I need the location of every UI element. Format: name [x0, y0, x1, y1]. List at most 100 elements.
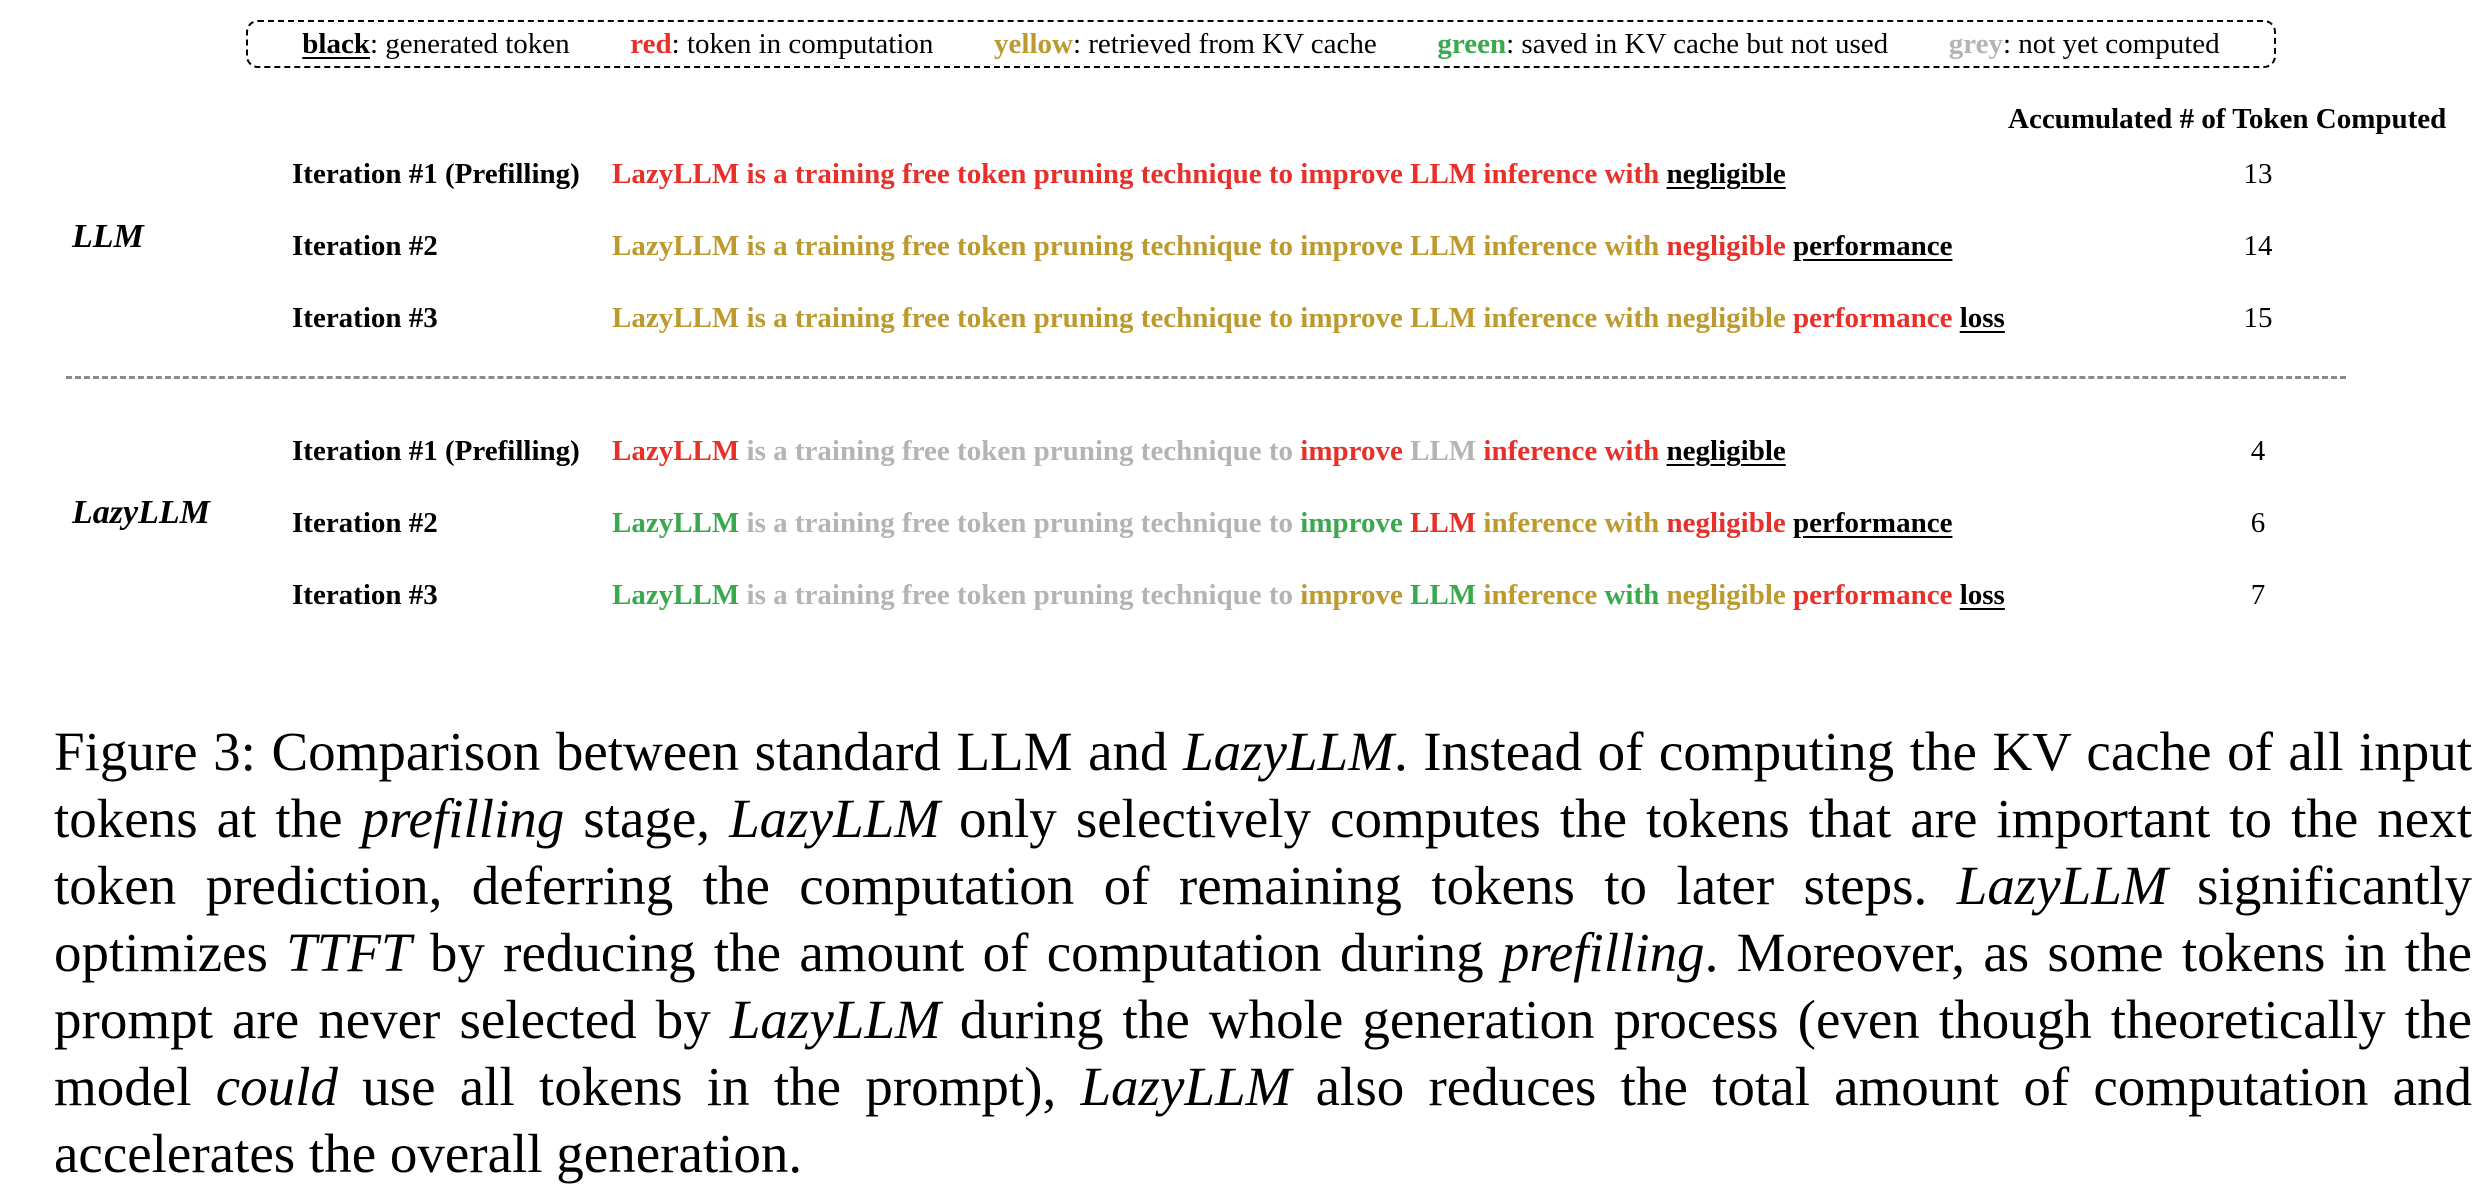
legend-desc: : saved in KV cache but not used: [1506, 27, 1889, 60]
token: token: [957, 302, 1027, 334]
token: to: [1268, 302, 1294, 334]
legend-key: green: [1437, 27, 1507, 60]
token: is: [746, 435, 766, 467]
token: LLM: [1410, 230, 1477, 262]
token: LazyLLM: [612, 579, 740, 611]
token: performance: [1793, 507, 1953, 539]
token: negligible: [1666, 158, 1786, 190]
caption-emphasis: TTFT: [286, 922, 412, 983]
token: technique: [1140, 507, 1262, 539]
token: pruning: [1033, 435, 1134, 467]
token: is: [746, 302, 766, 334]
token: loss: [1959, 579, 2005, 611]
token: technique: [1140, 302, 1262, 334]
iteration-label: Iteration #1 (Prefilling): [292, 435, 580, 467]
token: inference: [1483, 507, 1598, 539]
legend-key: yellow: [994, 27, 1073, 60]
token-count: 6: [2250, 507, 2266, 539]
iteration-label: Iteration #2: [292, 230, 438, 262]
token: LazyLLM: [612, 230, 740, 262]
caption-text: significantly optimizes: [54, 855, 2472, 983]
token: negligible: [1666, 579, 1786, 611]
token: is: [746, 507, 766, 539]
token: pruning: [1033, 230, 1134, 262]
caption-text: . Instead of computing the KV cache of a…: [54, 721, 2473, 849]
token: a: [773, 302, 788, 334]
count-column-header: Accumulated # of Token Computed: [2008, 103, 2447, 135]
token: a: [773, 579, 788, 611]
token-sequence: LazyLLM is a training free token pruning…: [612, 302, 2005, 335]
token: pruning: [1033, 579, 1134, 611]
token: LazyLLM: [612, 158, 740, 190]
token: free: [902, 507, 950, 539]
caption-text: stage,: [564, 788, 730, 849]
legend-desc: : token in computation: [671, 27, 934, 60]
token: with: [1604, 302, 1660, 334]
caption-text: also reduces the total amount of computa…: [54, 1056, 2472, 1184]
token-sequence: LazyLLM is a training free token pruning…: [612, 230, 1952, 263]
legend-desc: : generated token: [369, 27, 570, 60]
token: with: [1604, 579, 1660, 611]
iteration-label: Iteration #3: [292, 579, 438, 611]
token: negligible: [1666, 507, 1786, 539]
figure-caption: Figure 3: Comparison between standard LL…: [54, 718, 2472, 1187]
token: negligible: [1666, 230, 1786, 262]
token-sequence: LazyLLM is a training free token pruning…: [612, 158, 1786, 191]
token: with: [1604, 507, 1660, 539]
token: loss: [1959, 302, 2005, 334]
token: inference: [1483, 435, 1598, 467]
token-sequence: LazyLLM is a training free token pruning…: [612, 507, 1952, 540]
token: LazyLLM: [612, 435, 740, 467]
token: training: [794, 435, 895, 467]
token: LLM: [1410, 435, 1477, 467]
legend-item-green: green: saved in KV cache but not used: [1437, 28, 1888, 61]
token: inference: [1483, 158, 1598, 190]
legend-item-grey: grey: not yet computed: [1949, 28, 2220, 61]
iteration-label: Iteration #1 (Prefilling): [292, 158, 580, 190]
token: to: [1268, 579, 1294, 611]
caption-emphasis: LazyLLM: [729, 788, 940, 849]
token-count: 7: [2250, 579, 2266, 611]
caption-emphasis: prefilling: [361, 788, 565, 849]
token: to: [1268, 507, 1294, 539]
token: pruning: [1033, 158, 1134, 190]
caption-emphasis: prefilling: [1501, 922, 1705, 983]
token: free: [902, 579, 950, 611]
token: improve: [1300, 158, 1403, 190]
token: to: [1268, 230, 1294, 262]
token: free: [902, 230, 950, 262]
token: performance: [1793, 579, 1953, 611]
token: with: [1604, 435, 1660, 467]
token: token: [957, 158, 1027, 190]
token: negligible: [1666, 435, 1786, 467]
token-sequence: LazyLLM is a training free token pruning…: [612, 435, 1786, 468]
caption-text: during the whole generation process (eve…: [54, 989, 2472, 1117]
legend-key: red: [630, 27, 672, 60]
token: is: [746, 230, 766, 262]
legend-item-red: red: token in computation: [630, 28, 933, 61]
token: technique: [1140, 435, 1262, 467]
section-divider: [66, 376, 2346, 379]
iteration-label: Iteration #3: [292, 302, 438, 334]
token: performance: [1793, 302, 1953, 334]
token: inference: [1483, 230, 1598, 262]
legend-key: black: [302, 27, 370, 60]
caption-emphasis: LazyLLM: [1956, 855, 2168, 916]
token: LLM: [1410, 302, 1477, 334]
caption-emphasis: LazyLLM: [1183, 721, 1394, 782]
token: technique: [1140, 158, 1262, 190]
token: improve: [1300, 302, 1403, 334]
token: LazyLLM: [612, 507, 740, 539]
caption-text: Figure 3: Comparison between standard LL…: [54, 721, 1184, 782]
legend-key: grey: [1948, 27, 2003, 60]
caption-emphasis: could: [215, 1056, 338, 1117]
token: a: [773, 230, 788, 262]
legend-box: black: generated token red: token in comp…: [246, 20, 2276, 68]
token: improve: [1300, 230, 1403, 262]
token: token: [957, 507, 1027, 539]
token: is: [746, 579, 766, 611]
token: negligible: [1666, 302, 1786, 334]
token: token: [957, 435, 1027, 467]
token: training: [794, 230, 895, 262]
token: improve: [1300, 507, 1403, 539]
